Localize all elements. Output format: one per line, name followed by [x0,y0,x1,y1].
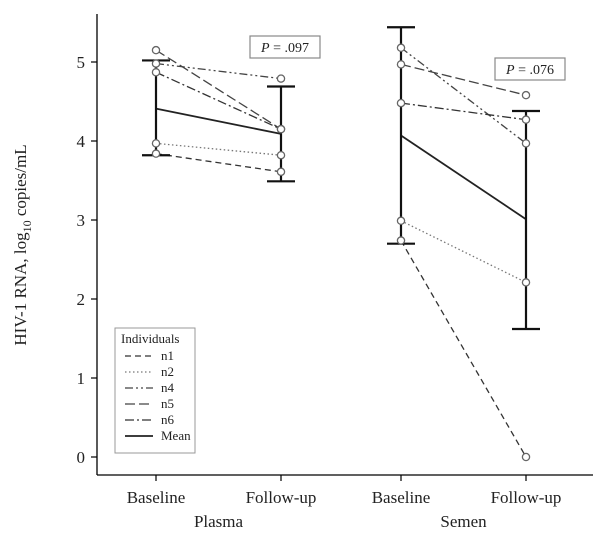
data-point-n5 [396,60,406,69]
pvalue-box [249,35,321,59]
y-tick-label: 1 [77,369,86,388]
pvalue-layer: P = .097 P = .076 [249,35,566,81]
series-line-n2 [155,142,282,156]
series-line-n1 [155,152,282,173]
data-point-n4 [396,43,406,53]
series-line-n4 [400,47,527,144]
x-tick-label: Follow-up [491,488,562,507]
data-point-n6 [521,115,531,124]
y-tick-label: 4 [77,132,86,151]
data-point-n1 [396,236,406,245]
series-line-mean [155,107,282,135]
data-point-n4 [521,139,531,148]
legend-title: Individuals [121,331,180,346]
x-tick-label: Baseline [127,488,186,507]
data-point-n6 [396,98,406,108]
pvalue-box [494,57,566,81]
legend-label: n4 [161,380,175,395]
series-line-n1 [400,240,527,458]
points-layer [151,43,531,462]
group-label: Semen [440,512,487,531]
data-point-n4 [276,74,286,83]
series-line-n2 [400,220,527,283]
legend-label: n1 [161,348,174,363]
series-line-n5 [155,49,282,130]
data-point-n2 [396,216,406,226]
series-line-n6 [400,102,527,121]
legend-box [114,327,196,454]
legend-label: n5 [161,396,174,411]
series-line-n5 [400,63,527,96]
data-point-n5 [521,90,531,100]
group-label: Plasma [194,512,244,531]
y-tick-label: 2 [77,290,86,309]
data-point-n1 [521,452,531,462]
data-point-n4 [151,59,161,68]
y-tick-label: 3 [77,211,86,230]
data-point-n2 [521,278,531,287]
series-line-mean [400,134,527,220]
data-point-n2 [276,150,286,160]
series-layer [155,47,527,458]
legend-label: Mean [161,428,191,443]
x-tick-label: Baseline [372,488,431,507]
legend-label: n2 [161,364,174,379]
error-bar-layer [142,26,540,331]
legend-label: n6 [161,412,175,427]
data-point-n1 [276,167,286,177]
data-point-n6 [151,68,161,77]
y-axis-label: HIV-1 RNA, log10 copies/mL [11,144,34,345]
data-point-n2 [151,139,161,148]
x-tick-label: Follow-up [246,488,317,507]
data-point-n5 [151,45,161,55]
data-point-n1 [151,149,161,158]
y-tick-label: 5 [77,53,86,72]
pvalue-label: P = .097 [260,41,309,56]
y-tick-label: 0 [77,448,86,467]
axes: 0 1 2 3 4 5 HIV-1 RNA, log10 copies/mL Baseline… [11,14,593,531]
data-point-n6 [276,124,286,134]
series-line-n4 [155,62,282,80]
series-line-n6 [155,71,282,130]
pvalue-label: P = .076 [505,63,554,78]
